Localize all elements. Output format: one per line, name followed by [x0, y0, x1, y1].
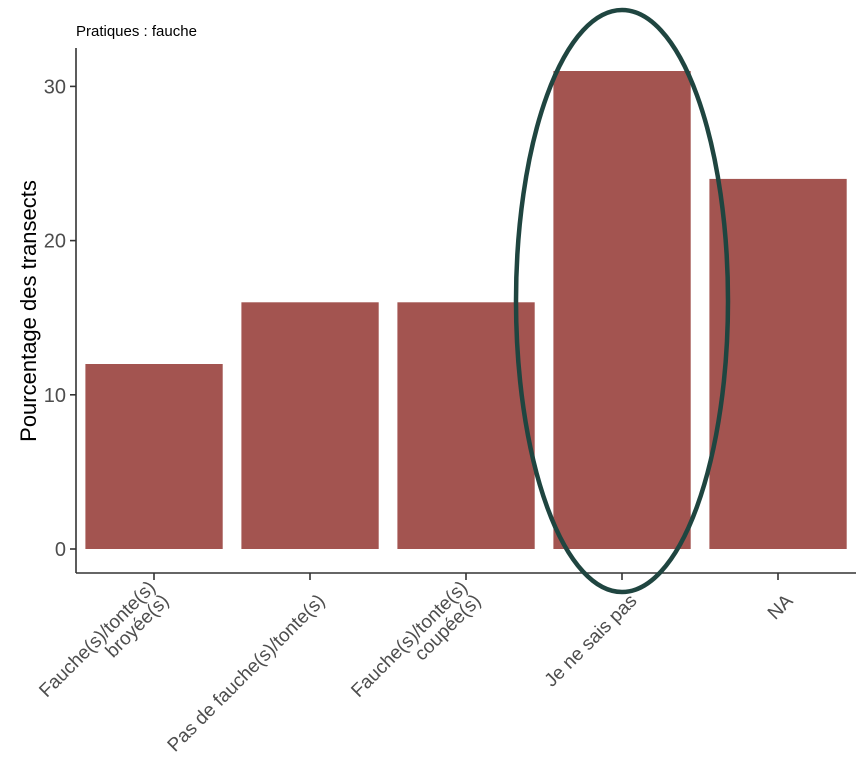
y-tick-label: 30: [44, 76, 66, 98]
y-tick-label: 0: [55, 539, 66, 561]
y-ticks: 0 10 20 30: [44, 76, 76, 561]
x-tick-label: Fauche(s)/tonte(s)broyée(s): [35, 577, 173, 715]
bar-3: [397, 302, 535, 549]
y-tick-label: 10: [44, 385, 66, 407]
y-tick-label: 20: [44, 231, 66, 253]
x-tick-label: Je ne sais pas: [541, 591, 642, 692]
x-tick-label: Fauche(s)/tonte(s)coupée(s): [347, 577, 485, 715]
x-ticks: Fauche(s)/tonte(s)broyée(s)Pas de fauche…: [35, 573, 798, 757]
bar-5: [709, 178, 847, 549]
bar-2: [241, 302, 379, 549]
x-tick-label: Pas de fauche(s)/tonte(s): [164, 591, 330, 757]
bar-1: [85, 364, 223, 549]
chart-title: Pratiques : fauche: [76, 23, 197, 40]
bars-layer: [85, 71, 847, 549]
bar-4: [553, 71, 691, 549]
x-tick-label: NA: [764, 590, 798, 624]
y-axis-label: Pourcentage des transects: [16, 180, 41, 442]
highlight-ellipse: [513, 7, 731, 595]
